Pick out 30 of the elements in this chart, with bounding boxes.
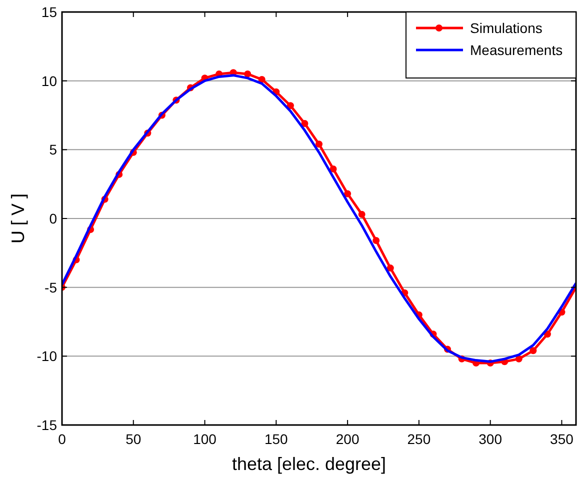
legend-label: Simulations [470, 20, 542, 36]
x-tick-label: 150 [264, 431, 288, 447]
legend-label: Measurements [470, 42, 563, 58]
x-tick-label: 300 [478, 431, 502, 447]
point [386, 264, 394, 272]
y-tick-label: 0 [49, 210, 58, 226]
x-tick-label: 200 [336, 431, 360, 447]
y-tick-label: -10 [36, 348, 58, 364]
x-tick-label: 100 [193, 431, 217, 447]
x-tick-label: 350 [550, 431, 574, 447]
point [344, 190, 352, 198]
point [372, 237, 380, 244]
point [330, 165, 337, 172]
point [244, 70, 252, 78]
x-tick-label: 250 [407, 431, 431, 447]
y-tick-label: 5 [49, 142, 58, 158]
point [258, 76, 266, 83]
point [316, 140, 322, 148]
point [358, 210, 366, 218]
y-tick-label: 10 [41, 72, 58, 89]
point [286, 102, 294, 110]
point [301, 120, 308, 128]
x-axis-title: theta [elec. degree] [232, 454, 386, 474]
y-tick-label: 15 [41, 4, 58, 20]
y-tick-label: -15 [36, 417, 58, 433]
x-tick-label: 50 [126, 431, 142, 447]
y-axis-title: U [ V ] [8, 193, 28, 244]
point [530, 347, 537, 354]
point [515, 355, 522, 362]
y-tick-label: -5 [44, 279, 58, 296]
